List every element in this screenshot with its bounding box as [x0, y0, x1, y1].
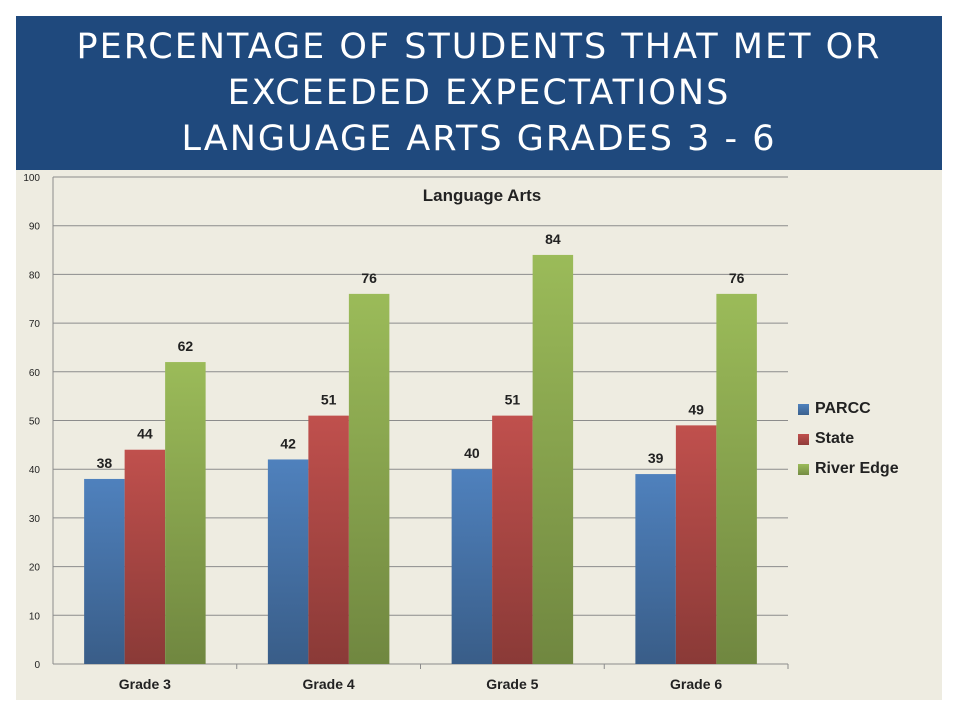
- bar: [165, 362, 206, 664]
- x-tick-label: Grade 5: [486, 676, 538, 692]
- data-label: 62: [178, 338, 194, 354]
- slide-title-line-1: PERCENTAGE OF STUDENTS THAT MET OR: [76, 27, 882, 67]
- data-label: 38: [97, 455, 113, 471]
- bar: [532, 254, 574, 665]
- y-tick-label: 50: [29, 417, 41, 428]
- legend-label: River Edge: [815, 460, 899, 477]
- y-tick-label: 90: [29, 222, 41, 233]
- data-label: 44: [137, 426, 153, 442]
- legend-item: PARCC: [798, 400, 899, 418]
- legend-swatch: [798, 403, 809, 415]
- title-banner: PERCENTAGE OF STUDENTS THAT MET OR EXCEE…: [16, 16, 942, 170]
- data-label: 40: [464, 445, 480, 461]
- bar: [84, 478, 125, 664]
- legend: PARCC State River Edge: [798, 400, 899, 478]
- y-tick-label: 0: [34, 660, 40, 671]
- bar: [267, 459, 309, 664]
- y-tick-label: 100: [23, 173, 40, 184]
- legend-swatch: [798, 463, 809, 475]
- x-tick-label: Grade 4: [303, 676, 355, 692]
- bar: [716, 293, 757, 664]
- y-tick-label: 80: [29, 270, 41, 281]
- bar-chart: 0 10 20 30 40 50 60 70 80 90 100 Language Arts Grade…: [23, 173, 789, 692]
- slide-title-line-2: EXCEEDED EXPECTATIONS: [227, 73, 731, 113]
- bar: [635, 474, 676, 664]
- y-tick-label: 40: [29, 465, 41, 476]
- y-tick-label: 10: [29, 611, 41, 622]
- data-label: 76: [729, 270, 745, 286]
- legend-item: State: [798, 430, 899, 448]
- data-label: 49: [688, 401, 704, 417]
- bar: [348, 293, 390, 664]
- x-tick-label: Grade 3: [119, 676, 171, 692]
- chart-title: Language Arts: [423, 186, 541, 205]
- legend-label: PARCC: [815, 400, 871, 417]
- data-label: 51: [505, 392, 521, 408]
- data-label: 84: [545, 231, 561, 247]
- y-tick-label: 20: [29, 563, 41, 574]
- bar: [451, 469, 493, 664]
- legend-item: River Edge: [798, 460, 899, 478]
- bar: [492, 415, 533, 664]
- y-tick-label: 60: [29, 368, 41, 379]
- legend-label: State: [815, 430, 855, 447]
- bar: [124, 449, 166, 664]
- data-label: 39: [648, 450, 664, 466]
- y-tick-label: 30: [29, 514, 41, 525]
- x-tick-label: Grade 6: [670, 676, 722, 692]
- data-label: 76: [361, 270, 377, 286]
- chart-area: 0 10 20 30 40 50 60 70 80 90 100 Language Arts Grade…: [16, 170, 942, 700]
- bar: [308, 415, 349, 664]
- y-tick-label: 70: [29, 319, 41, 330]
- legend-swatch: [798, 433, 809, 445]
- bar: [675, 425, 717, 664]
- data-label: 42: [280, 435, 296, 451]
- data-label: 51: [321, 392, 337, 408]
- slide-title-line-3: LANGUAGE ARTS GRADES 3 - 6: [181, 119, 777, 159]
